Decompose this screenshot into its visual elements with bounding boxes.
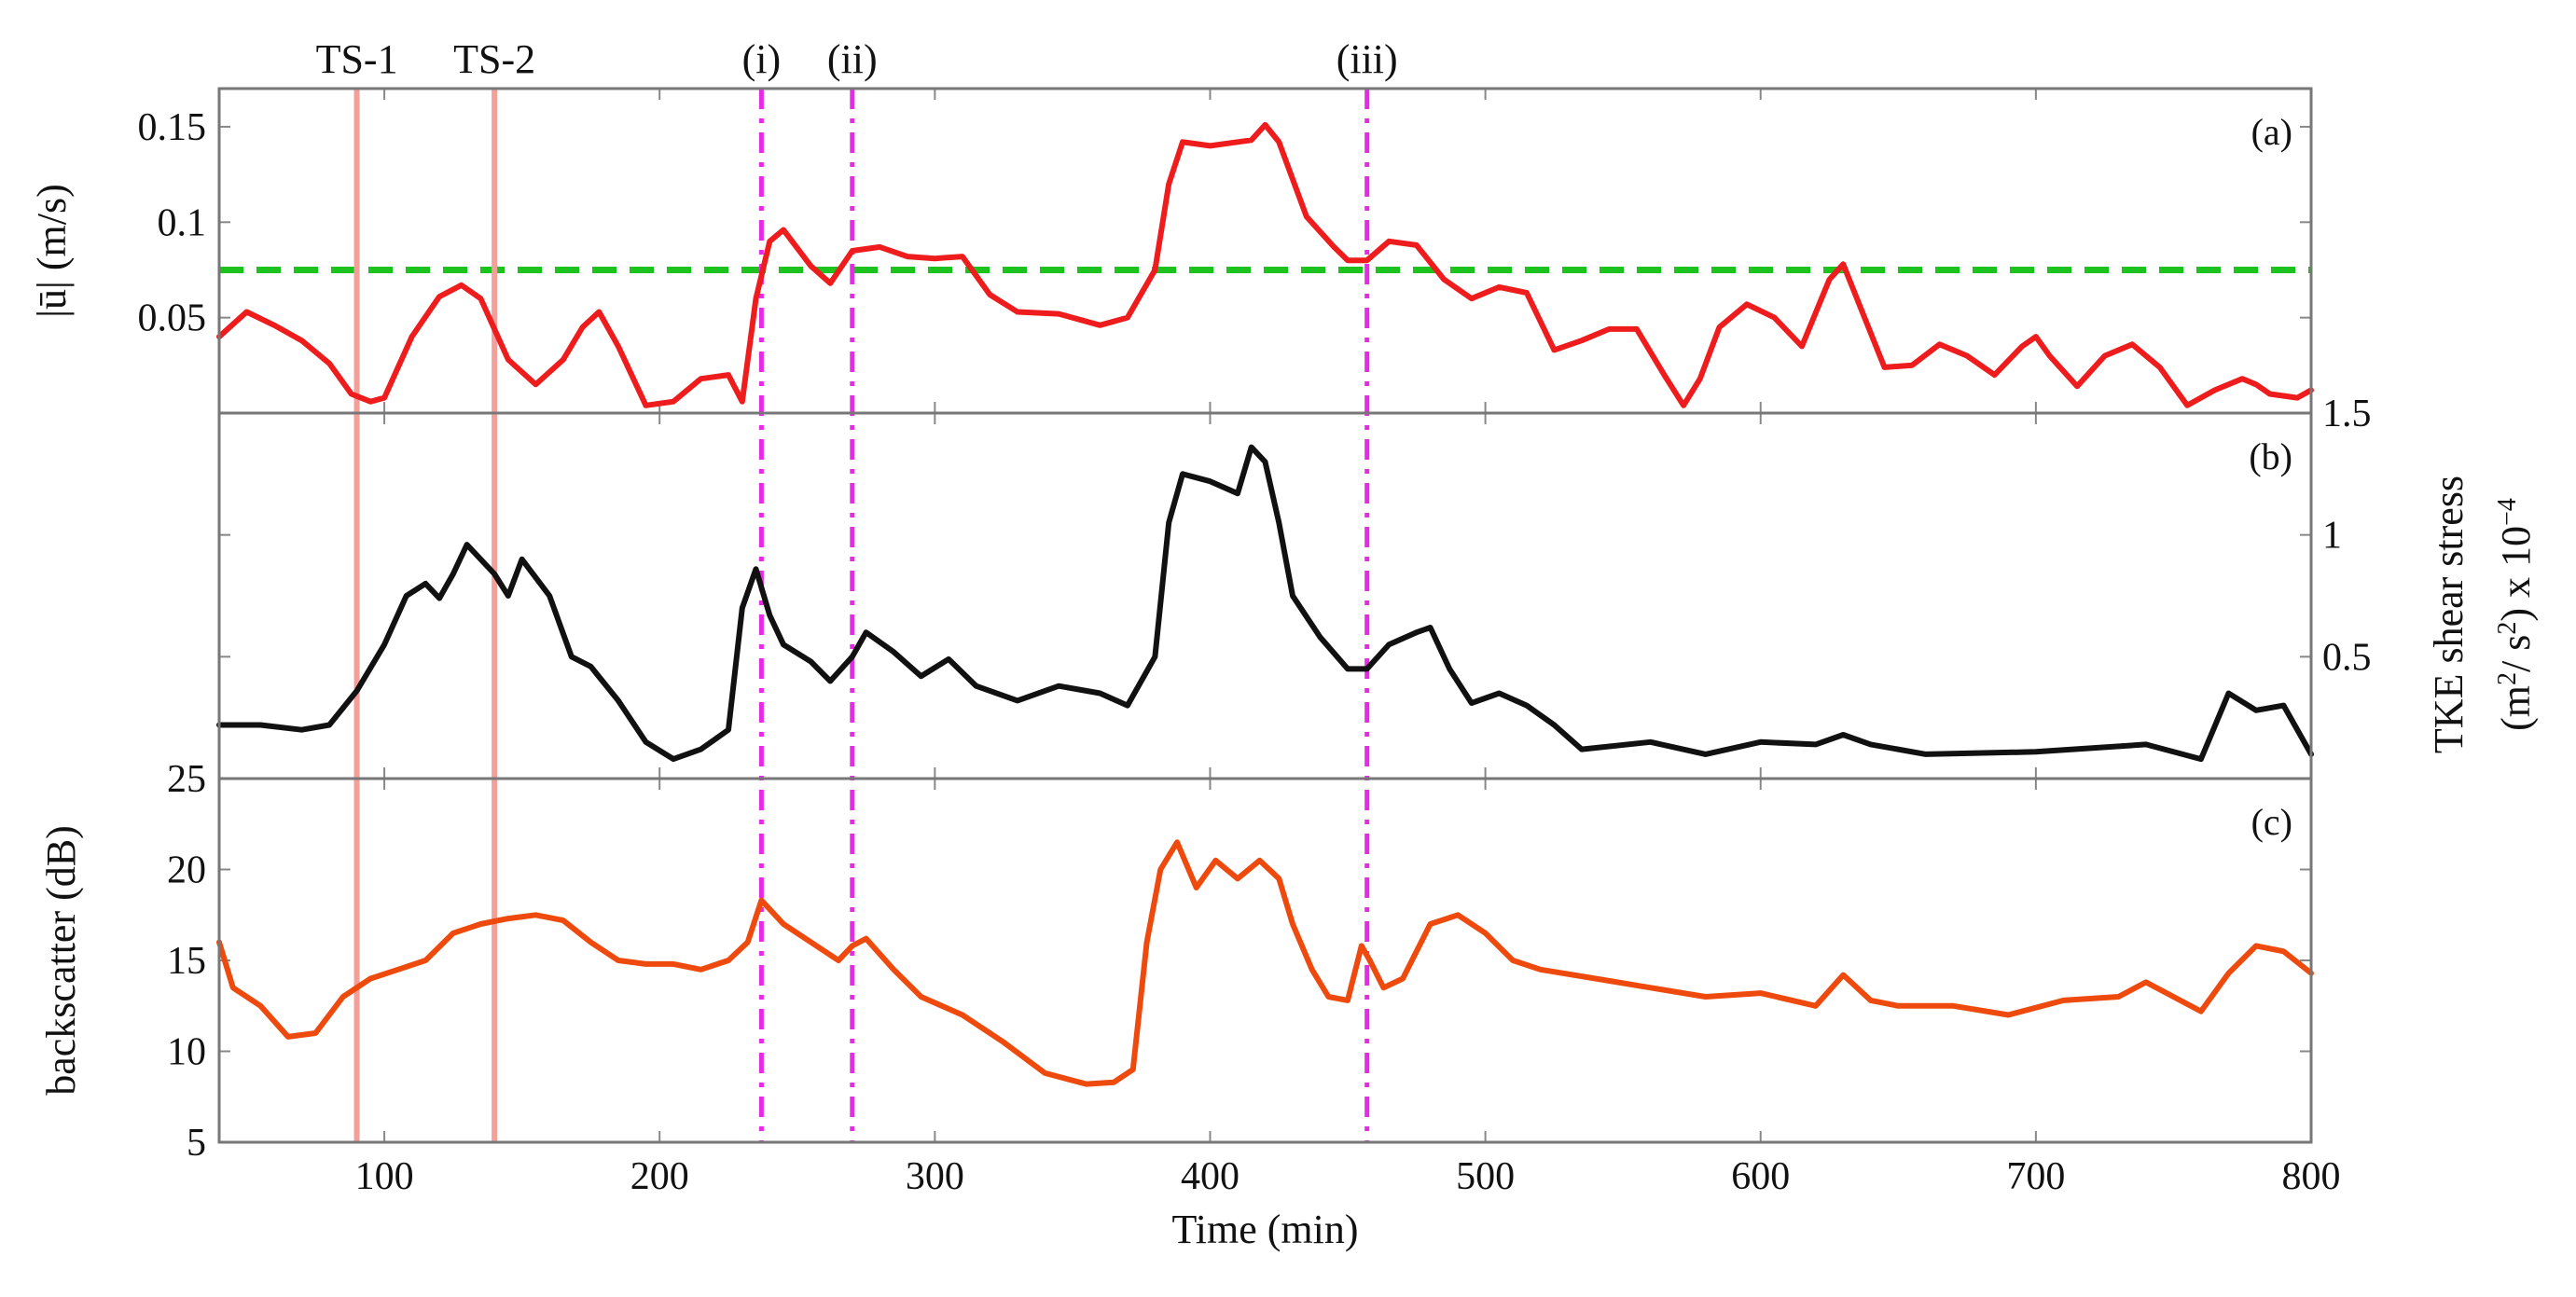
event-markers bbox=[353, 89, 1370, 1142]
panel-c: 5 10 15 20 25 bbox=[167, 758, 2312, 1165]
y-axis-label-c: backscatter (dB) bbox=[38, 825, 84, 1096]
series-line-b bbox=[216, 444, 2314, 763]
marker-label-ts-1: TS-1 bbox=[316, 36, 398, 82]
panel-letter-c: (c) bbox=[2251, 801, 2292, 843]
y-tick-label-a: 0.05 bbox=[138, 297, 207, 340]
series-line-c bbox=[216, 839, 2314, 1087]
marker-label-1: (ii) bbox=[827, 36, 878, 82]
marker-label-2: (iii) bbox=[1336, 36, 1398, 82]
y-tick-label-b: 0.5 bbox=[2322, 636, 2372, 679]
y-tick-label-b: 1.5 bbox=[2322, 393, 2372, 435]
y-tick-label-c: 25 bbox=[167, 758, 206, 801]
series-line-a bbox=[216, 121, 2314, 408]
x-tick-label: 200 bbox=[630, 1155, 689, 1198]
axis-labels: (a) (b) (c) TS-1 TS-2 (i) (ii) (iii) 100 200 300 40… bbox=[29, 36, 2539, 1252]
panel-frame-c bbox=[217, 777, 2313, 1144]
y-tick-label-c: 15 bbox=[167, 940, 206, 983]
panel-b: 0.5 1 1.5 bbox=[219, 393, 2372, 779]
y-tick-label-b: 1 bbox=[2322, 515, 2342, 558]
y-axis-label-b-line2: (m2/ s2) x 10−4 bbox=[2493, 498, 2540, 731]
y-tick-label-c: 20 bbox=[167, 849, 206, 892]
y-tick-label-a: 0.1 bbox=[158, 201, 207, 244]
y-tick-label-a: 0.15 bbox=[138, 106, 207, 149]
x-axis-label: Time (min) bbox=[1171, 1207, 1358, 1252]
panel-a: 0.05 0.1 0.15 bbox=[138, 89, 2312, 413]
y-tick-label-c: 10 bbox=[167, 1031, 206, 1074]
marker-label-0: (i) bbox=[742, 36, 782, 82]
x-tick-label: 400 bbox=[1181, 1155, 1240, 1198]
x-tick-label: 500 bbox=[1456, 1155, 1515, 1198]
data-series bbox=[216, 121, 2314, 1087]
y-tick-label-c: 5 bbox=[187, 1122, 206, 1165]
x-tick-label: 800 bbox=[2282, 1155, 2341, 1198]
panel-frame-a bbox=[217, 87, 2313, 415]
y-axis-label-a: |ū| (m/s) bbox=[29, 184, 75, 318]
x-tick-label: 300 bbox=[906, 1155, 964, 1198]
x-tick-label: 600 bbox=[1731, 1155, 1790, 1198]
panel-letter-a: (a) bbox=[2251, 111, 2292, 153]
panel-letter-b: (b) bbox=[2249, 435, 2292, 477]
marker-label-ts-2: TS-2 bbox=[453, 36, 535, 82]
x-tick-label: 100 bbox=[355, 1155, 414, 1198]
panel-frames bbox=[217, 87, 2313, 1144]
y-axis-label-b-line1: TKE shear stress bbox=[2426, 476, 2472, 753]
x-tick-label: 700 bbox=[2006, 1155, 2065, 1198]
